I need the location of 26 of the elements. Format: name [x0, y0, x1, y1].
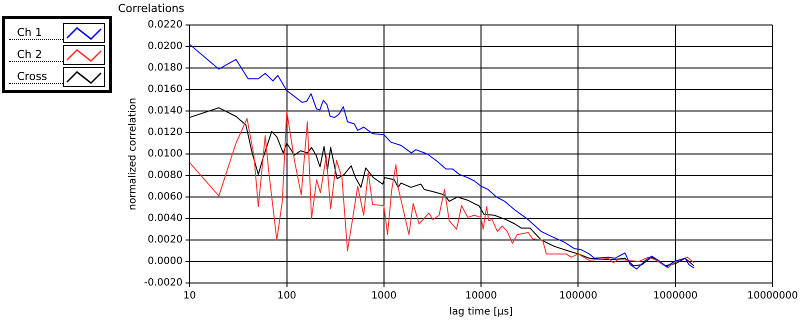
x-tick-label: 1000 [371, 290, 397, 302]
y-tick-label: 0.0120 [148, 127, 183, 138]
legend-label: Ch 1 [9, 26, 63, 40]
y-tick-label: 0.0060 [148, 192, 183, 203]
legend-label: Cross [9, 70, 63, 84]
x-tick-label: 10000000 [747, 290, 798, 302]
y-tick-label: 0.0180 [148, 62, 183, 74]
x-tick-label: 1000000 [653, 290, 698, 302]
legend-label: Ch 2 [9, 48, 63, 62]
y-tick-label: 0.0040 [148, 213, 183, 224]
y-tick-label: 0.0200 [148, 41, 183, 52]
x-axis-title: lag time [µs] [449, 306, 513, 318]
y-tick-label: 0.0000 [148, 256, 183, 268]
x-tick-label: 100 [277, 290, 296, 302]
y-tick-label: 0.0220 [148, 20, 183, 31]
y-tick-label: 0.0160 [148, 84, 183, 96]
y-tick-label: 0.0080 [148, 170, 183, 182]
x-tick-label: 10 [183, 290, 196, 302]
x-tick-label: 10000 [465, 290, 497, 302]
x-tick-label: 100000 [559, 290, 598, 302]
y-tick-label: -0.0020 [144, 278, 183, 289]
y-tick-label: 0.0140 [148, 106, 183, 117]
y-axis-title: normalized correlation [128, 98, 139, 210]
chart-title: Correlations [118, 2, 184, 15]
y-tick-label: 0.0020 [148, 234, 183, 246]
y-tick-label: 0.0100 [148, 148, 183, 160]
